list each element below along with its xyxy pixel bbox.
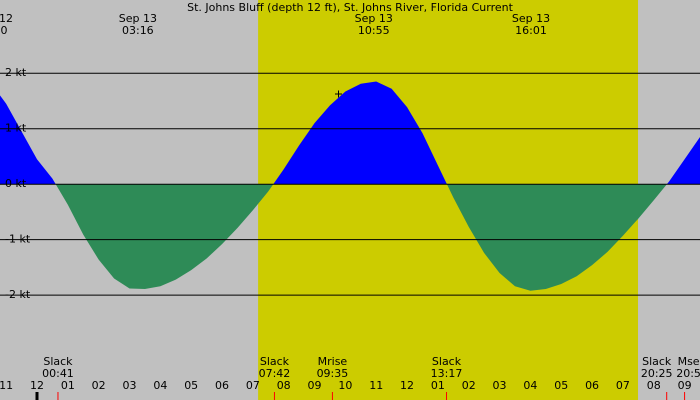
x-tick-label: 07 xyxy=(616,379,630,392)
event-label: Slack xyxy=(43,355,73,368)
x-tick-label: 07 xyxy=(246,379,260,392)
plus-marker xyxy=(335,90,342,98)
x-tick-label: 09 xyxy=(678,379,692,392)
peak-date: Sep 13 xyxy=(512,12,550,25)
corner-label: 12 xyxy=(0,12,13,25)
x-tick-label: 05 xyxy=(184,379,198,392)
x-tick-label: 01 xyxy=(61,379,75,392)
flood-area xyxy=(0,81,700,185)
peak-time: 03:16 xyxy=(122,24,154,37)
event-time: 20:25 xyxy=(641,367,673,380)
event-label: Slack xyxy=(260,355,290,368)
event-time: 09:35 xyxy=(317,367,349,380)
corner-label: 0 xyxy=(1,24,8,37)
x-tick-label: 03 xyxy=(123,379,137,392)
event-time: 00:41 xyxy=(42,367,74,380)
x-tick-label: 02 xyxy=(92,379,106,392)
peak-time: 16:01 xyxy=(515,24,547,37)
x-tick-label: 04 xyxy=(153,379,167,392)
y-tick-label: -2 kt xyxy=(5,288,31,301)
event-time: 20:5 xyxy=(676,367,700,380)
ebb-area xyxy=(0,184,700,291)
x-tick-label: 05 xyxy=(554,379,568,392)
peak-date: Sep 13 xyxy=(119,12,157,25)
peak-date: Sep 13 xyxy=(355,12,393,25)
x-tick-label: 11 xyxy=(0,379,13,392)
event-label: Mse xyxy=(678,355,700,368)
event-time: 07:42 xyxy=(259,367,291,380)
x-tick-label: 08 xyxy=(277,379,291,392)
peak-time: 10:55 xyxy=(358,24,390,37)
x-tick-label: 02 xyxy=(462,379,476,392)
y-tick-label: 0 kt xyxy=(5,177,27,190)
event-label: Slack xyxy=(642,355,672,368)
x-tick-label: 12 xyxy=(30,379,44,392)
x-tick-label: 12 xyxy=(400,379,414,392)
event-label: Mrise xyxy=(318,355,348,368)
event-time: 13:17 xyxy=(431,367,463,380)
x-tick-label: 10 xyxy=(338,379,352,392)
y-tick-label: 1 kt xyxy=(5,122,27,135)
y-tick-label: -1 kt xyxy=(5,233,31,246)
event-label: Slack xyxy=(432,355,462,368)
x-tick-label: 04 xyxy=(523,379,537,392)
chart-title: St. Johns Bluff (depth 12 ft), St. Johns… xyxy=(187,1,513,14)
y-tick-label: 2 kt xyxy=(5,66,27,79)
x-tick-label: 03 xyxy=(493,379,507,392)
x-tick-label: 08 xyxy=(647,379,661,392)
x-tick-label: 09 xyxy=(308,379,322,392)
x-tick-label: 11 xyxy=(369,379,383,392)
x-tick-label: 06 xyxy=(585,379,599,392)
x-tick-label: 06 xyxy=(215,379,229,392)
x-tick-label: 01 xyxy=(431,379,445,392)
